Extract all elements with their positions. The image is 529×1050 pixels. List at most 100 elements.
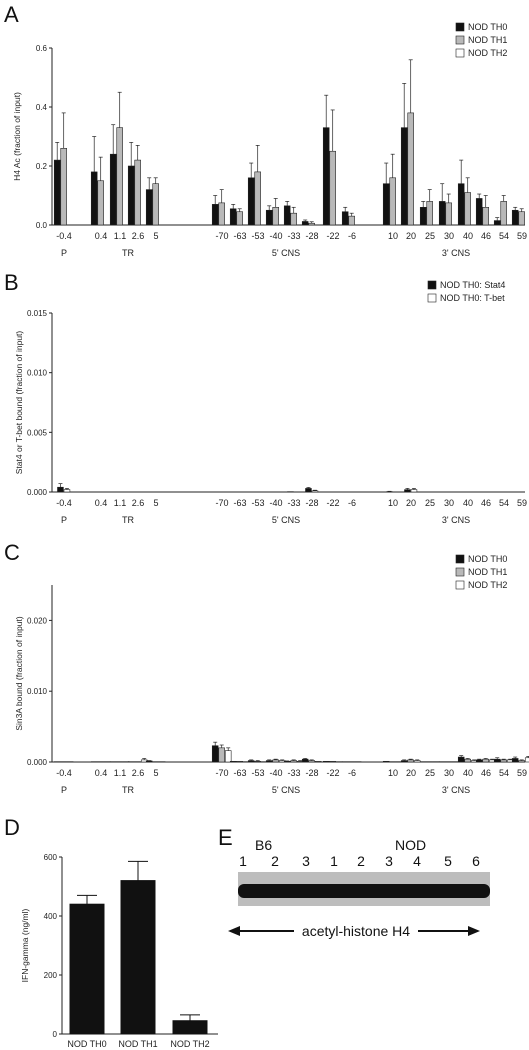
bar-nod-th0 <box>419 207 427 226</box>
x-tick-label: 10 <box>388 231 398 241</box>
bar-nod-th2 <box>314 760 322 763</box>
blot-label: acetyl-histone H4 <box>302 923 410 939</box>
bar-nod-th0-t-bet <box>410 489 418 493</box>
x-tick-label: 30 <box>444 231 454 241</box>
blot-lane-number: 1 <box>239 853 247 869</box>
bar-nod-th0 <box>69 903 105 1035</box>
chart-b: 0.000 0.005 0.010 0.015 Stat4 or T-bet bound… <box>14 280 527 525</box>
x-tick-label: 5 <box>153 231 158 241</box>
x-tick-label: 0.4 <box>95 498 108 508</box>
bar-nod-th1 <box>254 760 261 763</box>
group-label: P <box>61 785 67 795</box>
y-tick-label: 0 <box>53 1030 58 1039</box>
x-tick-label: 59 <box>517 231 527 241</box>
bar-nod-th0 <box>211 745 219 763</box>
x-tick-label: 54 <box>499 231 509 241</box>
x-tick-label: 59 <box>517 498 527 508</box>
bar-nod-th1 <box>329 150 336 226</box>
bar-nod-th1 <box>290 760 297 763</box>
arrow-right-icon <box>468 926 480 936</box>
bar-nod-th0 <box>493 758 501 763</box>
group-label: 3' CNS <box>442 785 470 795</box>
y-tick-label: 0.010 <box>27 687 48 696</box>
group-label: 3' CNS <box>442 515 470 525</box>
bar-nod-th0 <box>511 209 519 226</box>
x-tick-label: 10 <box>388 768 398 778</box>
bar-nod-th0 <box>247 177 255 226</box>
bar-nod-th1 <box>426 201 433 226</box>
bar-nod-th1 <box>236 211 243 226</box>
bar-nod-th1 <box>482 207 489 226</box>
x-tick-label: 54 <box>499 498 509 508</box>
western-blot: B6 NOD 1 2 3 1 2 3 4 5 6 acetyl-histone H4 <box>228 837 490 939</box>
y-tick-label: 0.020 <box>27 616 48 625</box>
y-axis-label: Sin3A bound (fraction of input) <box>14 616 24 731</box>
x-tick-label: 30 <box>444 498 454 508</box>
bar-nod-th1 <box>272 207 279 226</box>
legend-swatch <box>455 22 465 32</box>
y-tick-label: 600 <box>44 853 58 862</box>
bar-nod-th0 <box>457 756 465 763</box>
x-tick-label: 25 <box>425 231 435 241</box>
legend-label: NOD TH2 <box>468 48 507 58</box>
bar-nod-th0 <box>229 208 237 226</box>
x-tick-label: NOD TH0 <box>67 1039 106 1049</box>
bar-nod-th0 <box>400 127 408 226</box>
legend-label: NOD TH0: T-bet <box>440 293 505 303</box>
bar-nod-th0 <box>475 198 483 226</box>
bar-nod-th2 <box>172 1020 208 1035</box>
bar-nod-th1 <box>236 760 243 763</box>
group-label: 5' CNS <box>272 248 300 258</box>
chart-d: 0 200 400 600 IFN-gamma (ng/ml) NOD TH0 NOD TH… <box>20 853 218 1049</box>
x-tick-label: -70 <box>215 498 228 508</box>
bar-nod-th1 <box>329 760 336 763</box>
x-tick-label: 20 <box>406 768 416 778</box>
legend-swatch <box>455 48 465 58</box>
bar-nod-th0 <box>229 760 237 763</box>
bar-nod-th1 <box>445 202 452 226</box>
x-tick-label: 5 <box>153 768 158 778</box>
legend-swatch <box>455 35 465 45</box>
y-tick-label: 0.010 <box>27 369 48 378</box>
bar-nod-th1 <box>464 192 471 226</box>
bar-nod-th1 <box>290 212 297 226</box>
x-tick-label: -53 <box>251 768 264 778</box>
bar-nod-th0 <box>382 183 390 226</box>
x-tick-label: -40 <box>269 231 282 241</box>
x-tick-label: -53 <box>251 231 264 241</box>
bar-nod-th1 <box>500 759 507 763</box>
group-label: TR <box>122 785 134 795</box>
y-tick-label: 200 <box>44 971 58 980</box>
blot-lane-number: 4 <box>413 853 421 869</box>
x-tick-label: -63 <box>233 498 246 508</box>
y-axis-label: H4 Ac (fraction of input) <box>12 92 22 181</box>
legend-label: NOD TH0: Stat4 <box>440 280 505 290</box>
blot-lane-number: 2 <box>271 853 279 869</box>
bar-nod-th2 <box>224 750 232 763</box>
legend-label: NOD TH0 <box>468 22 507 32</box>
x-tick-label: -63 <box>233 231 246 241</box>
bar-nod-th0 <box>301 221 309 226</box>
x-tick-label: -33 <box>287 231 300 241</box>
bar-nod-th0 <box>493 220 501 226</box>
group-label: 3' CNS <box>442 248 470 258</box>
legend-swatch <box>455 580 465 590</box>
panel-label-d: D <box>4 815 20 840</box>
bar-nod-th1 <box>60 148 67 226</box>
x-tick-label: 20 <box>406 498 416 508</box>
x-tick-label: -22 <box>326 231 339 241</box>
bar-nod-th1 <box>254 171 261 226</box>
bar-nod-th1 <box>134 159 141 226</box>
x-tick-label: NOD TH1 <box>118 1039 157 1049</box>
bar-nod-th0-stat4 <box>57 486 64 493</box>
x-tick-label: -22 <box>326 498 339 508</box>
bar-nod-th0 <box>322 760 330 763</box>
y-tick-label: 0.015 <box>27 309 48 318</box>
bar-nod-th2 <box>413 760 421 763</box>
bar-nod-th0-t-bet <box>63 489 71 493</box>
x-tick-label: 5 <box>153 498 158 508</box>
bar-nod-th0 <box>145 760 153 763</box>
bar-nod-th0 <box>247 760 255 763</box>
